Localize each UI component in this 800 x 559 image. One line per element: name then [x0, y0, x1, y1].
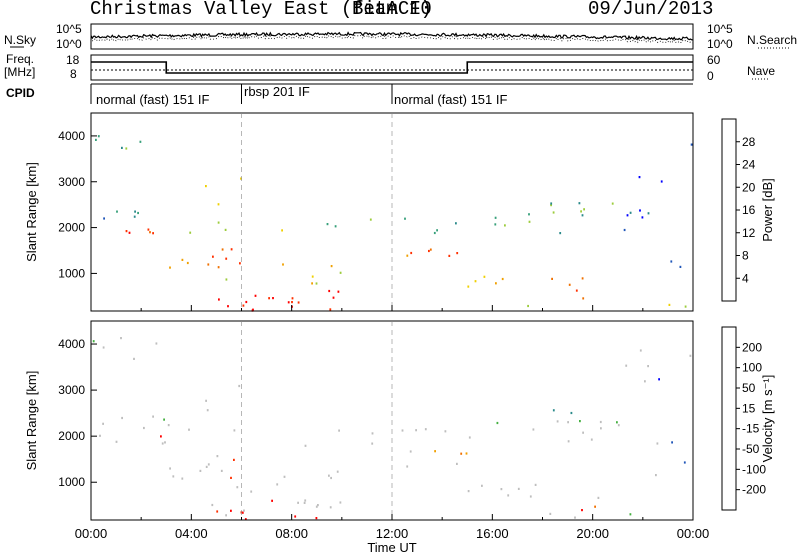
date-title: 09/Jun/2013: [588, 0, 714, 20]
velocity-colorbar-tick-label: -15: [742, 422, 760, 436]
velocity-colorbar-tick-label: 100: [742, 361, 762, 375]
velocity-colorbar-tick-label: -100: [742, 462, 766, 476]
noise-search-line: [90, 34, 694, 44]
velocity-data-cells: [92, 337, 692, 521]
cpid-label: CPID: [6, 86, 35, 100]
freq-unit-label: [MHz]: [4, 65, 36, 79]
beam-title: Beam 10: [352, 0, 432, 20]
nsearch-label: N.Search: [747, 33, 798, 47]
x-tick-label: 16:00: [476, 526, 509, 541]
velocity-colorbar-tick-label: 15: [742, 401, 756, 415]
x-tick-label: 08:00: [275, 526, 308, 541]
x-tick-label: 12:00: [376, 526, 409, 541]
velocity-y-tick-label: 3000: [58, 383, 85, 397]
x-tick-label: 04:00: [175, 526, 208, 541]
x-tick-label: 00:00: [75, 526, 108, 541]
power-y-tick-label: 3000: [58, 175, 85, 189]
velocity-y-tick-label: 1000: [58, 475, 85, 489]
x-tick-label: 20:00: [576, 526, 609, 541]
freq-tick-low: 8: [70, 67, 77, 81]
power-colorbar-tick-label: 16: [742, 203, 756, 217]
noise-tick-high: 10^5: [56, 22, 82, 36]
nave-tick-high: 60: [707, 53, 721, 67]
power-colorbar-tick-label: 4: [742, 271, 749, 285]
velocity-y-axis-label: Slant Range [km]: [24, 371, 39, 471]
cpid-segment-3: normal (fast) 151 IF: [394, 92, 508, 107]
velocity-colorbar-tick-label: 200: [742, 340, 762, 354]
power-colorbar-tick-label: 20: [742, 180, 756, 194]
velocity-colorbar-label: Velocity [m s⁻¹]: [760, 375, 775, 463]
freq-label: Freq.: [6, 52, 35, 66]
station-title: Christmas Valley East (fitACF): [90, 0, 433, 20]
power-y-tick-label: 2000: [58, 221, 85, 235]
power-colorbar-label: Power [dB]: [760, 178, 775, 242]
power-y-tick-label: 4000: [58, 129, 85, 143]
nave-label: Nave: [747, 64, 776, 78]
nsky-label: N.Sky: [4, 33, 37, 47]
cpid-segment-1: normal (fast) 151 IF: [96, 92, 210, 107]
noise-right-tick-high: 10^5: [707, 22, 733, 36]
cpid-segment-2: rbsp 201 IF: [244, 84, 310, 99]
noise-sky-line: [90, 31, 694, 41]
power-data-cells: [95, 135, 693, 312]
velocity-y-tick-label: 4000: [58, 337, 85, 351]
power-colorbar-frame: [721, 118, 737, 302]
power-y-tick-label: 1000: [58, 266, 85, 280]
power-colorbar-tick-label: 28: [742, 135, 756, 149]
velocity-y-tick-label: 2000: [58, 429, 85, 443]
x-tick-label: 00:00: [677, 526, 710, 541]
freq-panel-frame: [90, 54, 694, 81]
velocity-colorbar-tick-label: -200: [742, 483, 766, 497]
power-colorbar-tick-label: 24: [742, 158, 756, 172]
power-y-axis-label: Slant Range [km]: [24, 162, 39, 262]
velocity-colorbar-tick-label: 50: [742, 381, 756, 395]
velocity-colorbar-tick-label: -50: [742, 442, 760, 456]
nave-tick-low: 0: [707, 69, 714, 83]
noise-tick-low: 10^0: [56, 37, 82, 51]
power-colorbar-tick-label: 12: [742, 226, 756, 240]
freq-line: [91, 61, 693, 74]
noise-right-tick-low: 10^0: [707, 37, 733, 51]
power-colorbar-tick-label: 8: [742, 249, 749, 263]
freq-tick-high: 18: [66, 53, 80, 67]
x-axis-label: Time UT: [367, 540, 416, 554]
velocity-colorbar-frame: [721, 326, 737, 511]
